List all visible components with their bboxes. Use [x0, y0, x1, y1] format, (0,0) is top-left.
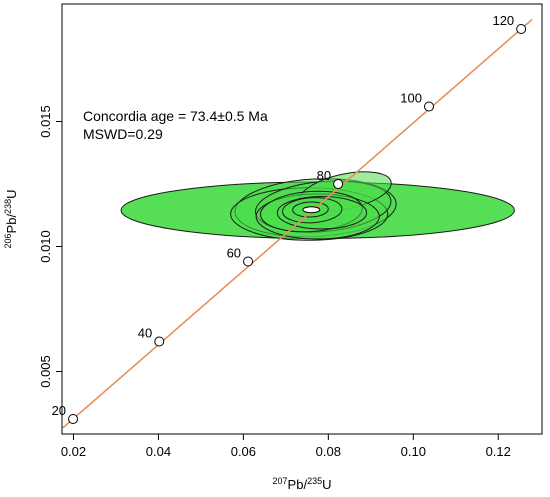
y-axis-title-base1: Pb/ — [4, 214, 19, 234]
age-label-100: 100 — [400, 91, 422, 106]
y-tick-label-0.015: 0.015 — [38, 105, 53, 138]
x-axis-title-sup2: 235 — [307, 476, 322, 486]
age-marker-120 — [516, 24, 527, 34]
y-tick-label-0.005: 0.005 — [38, 355, 53, 388]
y-axis-title-base2: U — [4, 190, 19, 199]
x-tick-label-0.06: 0.06 — [231, 444, 256, 459]
age-marker-40 — [154, 336, 165, 347]
age-marker-100 — [424, 101, 435, 112]
x-axis-title-base2: U — [322, 477, 331, 492]
concordia-age-point-group — [302, 206, 321, 214]
x-tick-label-0.12: 0.12 — [486, 444, 511, 459]
age-marker-80 — [333, 179, 344, 189]
x-axis-title: 207Pb/235U — [273, 476, 332, 492]
concordia-age-point — [302, 206, 321, 214]
y-axis-title-sup2: 238 — [3, 199, 13, 214]
concordia-age-annotation: Concordia age = 73.4±0.5 Ma — [83, 108, 268, 124]
concordia-curve — [62, 18, 533, 429]
mswd-annotation: MSWD=0.29 — [83, 126, 163, 142]
y-tick-label-0.010: 0.010 — [38, 230, 53, 263]
x-tick-label-0.02: 0.02 — [61, 444, 86, 459]
x-tick-label-0.10: 0.10 — [401, 444, 426, 459]
y-axis-title-sup1: 206 — [3, 233, 13, 248]
age-label-60: 60 — [227, 246, 241, 261]
age-label-80: 80 — [317, 168, 331, 183]
y-axis: 0.005 0.010 0.015 — [38, 105, 62, 388]
x-axis: 0.02 0.04 0.06 0.08 0.10 0.12 — [61, 434, 511, 459]
age-marker-60 — [243, 256, 254, 267]
x-tick-label-0.08: 0.08 — [316, 444, 341, 459]
concordia-curve-group: 20 40 60 80 100 120 — [52, 13, 533, 429]
x-axis-title-sup1: 207 — [273, 476, 288, 486]
y-axis-title: 206Pb/238U — [3, 190, 19, 249]
age-label-20: 20 — [52, 403, 66, 418]
age-label-40: 40 — [138, 326, 152, 341]
age-label-120: 120 — [492, 13, 514, 28]
x-axis-title-base1: Pb/ — [288, 477, 308, 492]
age-marker-20 — [68, 414, 79, 424]
x-tick-label-0.04: 0.04 — [146, 444, 171, 459]
